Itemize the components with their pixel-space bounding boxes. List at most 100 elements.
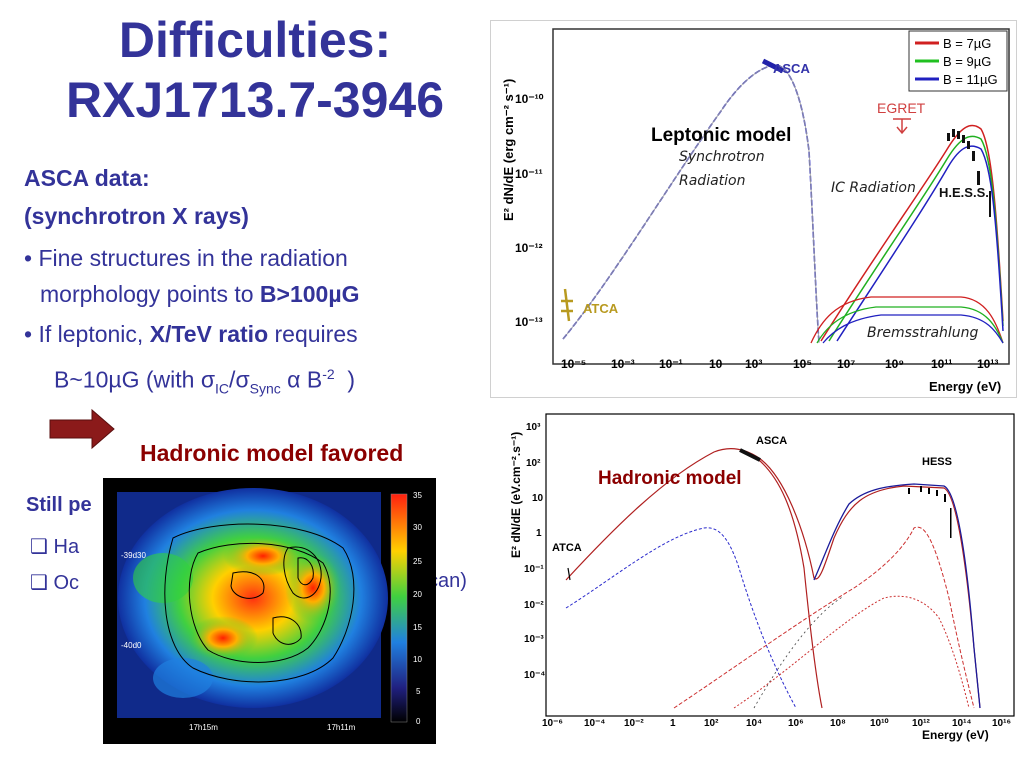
colorbar-tick: 15: [413, 623, 422, 632]
y-tick: 10⁻⁴: [524, 670, 545, 681]
arrow-icon: [49, 408, 115, 450]
x-tick: 10⁹: [885, 357, 904, 371]
x-tick: 10⁴: [746, 718, 762, 729]
atca-label: ATCA: [583, 301, 619, 316]
brems-curve-11uG: [822, 314, 1004, 344]
bullet-leptonic-cont: B~10µG (with σIC/σSync α B-2 ): [54, 366, 356, 397]
y-tick: 10⁻³: [524, 634, 544, 645]
x-tick: 10²: [704, 718, 719, 729]
y-tick: 10: [532, 493, 544, 504]
rxj-map-image: -39d30 -40d0 17h15m 17h11m 35 30 25 20 1…: [103, 478, 436, 744]
map-contours: [164, 523, 355, 683]
checkbox-bullet-icon: ❑: [30, 536, 54, 558]
x-axis-label: Energy (eV): [929, 379, 1001, 394]
colorbar-tick: 20: [413, 590, 422, 599]
ic-curve-11uG: [836, 145, 1004, 342]
bullet-fine-structures-cont: morphology points to B>100µG: [40, 281, 360, 307]
dec-label: -39d30: [121, 551, 146, 560]
leptonic-model-plot: E² dN/dE (erg cm⁻² s⁻¹) 10⁻¹⁰ 10⁻¹¹ 10⁻¹…: [490, 20, 1017, 398]
y-tick: 10²: [526, 458, 541, 469]
colorbar-tick: 5: [416, 687, 421, 696]
bullet-icon: •: [24, 321, 39, 347]
secondary-synchrotron-blue: [565, 527, 797, 709]
atca-data-mark: [567, 567, 571, 581]
x-tick: 10⁻⁶: [542, 718, 563, 729]
x-tick: 10¹⁴: [952, 718, 971, 729]
bullet-leptonic: • If leptonic, X/TeV ratio requires: [24, 321, 358, 347]
synchrotron-cutoff-red: [758, 459, 823, 709]
x-tick: 10¹¹: [931, 357, 952, 371]
plot-frame: [545, 413, 1015, 717]
colorbar-tick: 30: [413, 523, 422, 532]
hess-label: H.E.S.S.: [939, 185, 989, 200]
x-tick: 10⁶: [788, 718, 804, 729]
intensity-map: -39d30 -40d0 17h15m 17h11m 35 30 25 20 1…: [117, 488, 422, 732]
synchrotron-heading: (synchrotron X rays): [24, 203, 249, 229]
y-tick: 10⁻¹³: [515, 315, 543, 329]
ra-label: 17h11m: [327, 723, 356, 732]
x-tick: 10³: [745, 357, 762, 371]
slide-title: Difficulties: RXJ1713.7-3946: [20, 10, 490, 130]
hess-data-points: [908, 486, 952, 538]
y-tick: 10⁻¹: [524, 564, 544, 575]
x-tick: 10⁻²: [624, 718, 644, 729]
y-tick: 10⁻²: [524, 600, 544, 611]
bullet-oc-partial: ❑ Oc: [30, 572, 80, 594]
radiation-annotation: Radiation: [679, 173, 745, 189]
egret-label: EGRET: [877, 100, 926, 116]
colorbar-tick: 35: [413, 491, 422, 500]
atca-label: ATCA: [552, 542, 582, 554]
y-axis-label: E² dN/dE (eV.cm⁻².s⁻¹): [509, 432, 523, 558]
asca-data-mark: [739, 448, 761, 462]
hadronic-total-red: [565, 448, 981, 709]
colorbar-tick: 0: [416, 717, 421, 726]
x-tick: 10¹⁰: [870, 718, 888, 729]
brems-curve-9uG: [816, 306, 1004, 344]
legend-label: B = 9µG: [943, 54, 991, 69]
x-tick: 10⁸: [830, 718, 846, 729]
title-line-2: RXJ1713.7-3946: [65, 72, 445, 128]
brems-curve-7uG: [810, 296, 1004, 344]
asca-data-mark: [761, 58, 785, 74]
hadronic-pion-blue: [813, 483, 981, 709]
bullet-icon: •: [24, 245, 39, 271]
hadronic-model-plot: E² dN/dE (eV.cm⁻².s⁻¹) 10³ 10² 10 1 10⁻¹…: [509, 413, 1015, 742]
x-tick: 10: [709, 357, 723, 371]
colorbar: [390, 493, 408, 723]
x-tick: 10⁻¹: [659, 357, 683, 371]
x-tick: 10¹³: [977, 357, 998, 371]
colorbar-tick: 25: [413, 557, 422, 566]
x-tick: 1: [670, 718, 676, 729]
asca-label: ASCA: [773, 61, 810, 76]
hess-data-points: [947, 129, 991, 217]
y-axis-label: E² dN/dE (erg cm⁻² s⁻¹): [501, 79, 516, 221]
title-line-1: Difficulties:: [118, 12, 392, 68]
x-tick: 10⁻⁵: [561, 357, 586, 371]
colorbar-tick: 10: [413, 655, 422, 664]
synchrotron-annotation: Synchrotron: [679, 149, 765, 165]
ic-component-red: [673, 526, 975, 709]
y-tick: 10⁻¹¹: [515, 167, 543, 181]
asca-label: ASCA: [756, 435, 787, 447]
bullet-oc-tail: can): [428, 570, 467, 592]
x-axis-label: Energy (eV): [922, 728, 989, 742]
y-tick: 10⁻¹⁰: [515, 92, 544, 106]
x-tick: 10⁷: [837, 357, 855, 371]
bullet-hadronic-partial: ❑ Ha: [30, 536, 80, 558]
atca-data-mark: [561, 288, 573, 322]
component-gray: [753, 595, 845, 709]
x-tick: 10¹⁶: [992, 718, 1011, 729]
brems-annotation: Bremsstrahlung: [867, 325, 979, 341]
x-tick: 10⁵: [793, 357, 812, 371]
hadronic-model-label: Hadronic model: [598, 468, 742, 489]
hess-label: HESS: [922, 456, 952, 468]
y-tick: 10³: [526, 422, 541, 433]
y-tick: 1: [536, 528, 542, 539]
x-tick: 10⁻³: [611, 357, 635, 371]
checkbox-bullet-icon: ❑: [30, 572, 54, 594]
ic-annotation: IC Radiation: [831, 180, 916, 196]
bullet-fine-structures: • Fine structures in the radiation: [24, 245, 348, 271]
x-tick: 10⁻⁴: [584, 718, 605, 729]
leptonic-model-label: Leptonic model: [651, 125, 791, 146]
y-tick: 10⁻¹²: [515, 241, 543, 255]
